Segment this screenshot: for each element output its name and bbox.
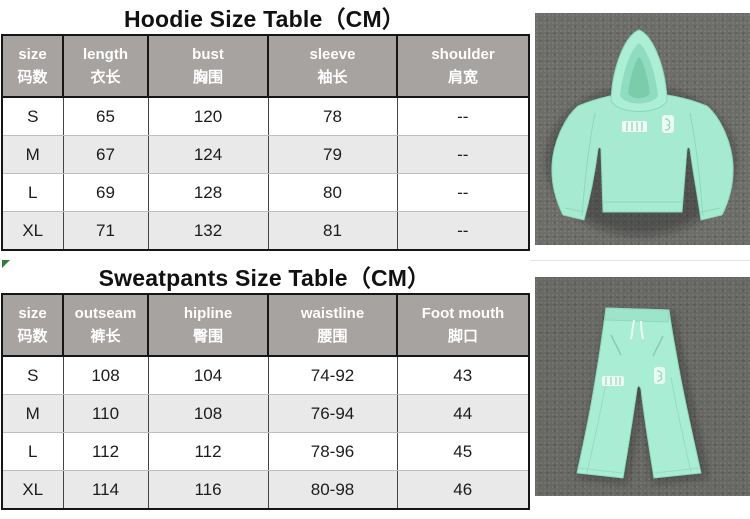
product-photos-panel (530, 0, 750, 519)
hoodie-photo (535, 13, 750, 245)
table-row: L 112 112 78-96 45 (1, 432, 530, 471)
sweatpants-header-row: size 码数 outseam 裤长 hipline 臀围 waistline 腰围 F… (1, 293, 530, 357)
sweatpants-waistline-cell: 76-94 (267, 394, 398, 433)
tables-panel: Hoodie Size Table（CM） size 码数 length 衣长 bu… (0, 0, 530, 510)
sweatpants-waistline-cell: 74-92 (267, 355, 398, 395)
table-row: M 110 108 76-94 44 (1, 394, 530, 433)
hoodie-bust-cell: 124 (147, 135, 269, 174)
hoodie-bust-cell: 120 (147, 96, 269, 136)
sweatpants-header-waistline: waistline 腰围 (267, 293, 398, 357)
hoodie-header-size: size 码数 (1, 34, 64, 98)
sweatpants-hipline-cell: 112 (147, 432, 269, 471)
hoodie-sleeve-cell: 78 (267, 96, 398, 136)
hoodie-table-title: Hoodie Size Table（CM） (0, 0, 529, 34)
chest-emblem-patch (662, 115, 674, 133)
sweatpants-size-table: size 码数 outseam 裤长 hipline 臀围 waistline 腰围 F… (1, 293, 530, 510)
sweatpants-size-cell: M (1, 394, 64, 433)
hoodie-table-title-text: Hoodie Size Table（CM） (123, 6, 406, 32)
table-row: XL 114 116 80-98 46 (1, 470, 530, 510)
hoodie-sleeve-cell: 81 (267, 211, 398, 251)
hoodie-shoulder-cell: -- (396, 96, 530, 136)
sweatpants-footmouth-cell: 46 (396, 470, 530, 510)
hoodie-shoulder-cell: -- (396, 173, 530, 212)
hoodie-length-cell: 65 (62, 96, 149, 136)
hoodie-bust-cell: 128 (147, 173, 269, 212)
sweatpants-footmouth-cell: 43 (396, 355, 530, 395)
hoodie-header-length: length 衣长 (62, 34, 149, 98)
table-row: XL 71 132 81 -- (1, 211, 530, 251)
hip-emblem-patch (654, 367, 665, 384)
sweatpants-footmouth-cell: 44 (396, 394, 530, 433)
hoodie-length-cell: 67 (62, 135, 149, 174)
hoodie-sleeve-cell: 79 (267, 135, 398, 174)
hoodie-size-cell: L (1, 173, 64, 212)
hoodie-size-table: size 码数 length 衣长 bust 胸围 sleeve 袖长 shoulder… (1, 34, 530, 251)
drawstring (630, 319, 644, 340)
table-row: M 67 124 79 -- (1, 135, 530, 174)
sweatpants-hipline-cell: 116 (147, 470, 269, 510)
sweatpants-hipline-cell: 108 (147, 394, 269, 433)
hoodie-header-shoulder: shoulder 肩宽 (396, 34, 530, 98)
sweatpants-outseam-cell: 112 (62, 432, 149, 471)
sweatpants-table-title-text: Sweatpants Size Table（CM） (98, 265, 431, 291)
sweatpants-header-footmouth: Foot mouth 脚口 (396, 293, 530, 357)
sweatpants-outseam-cell: 108 (62, 355, 149, 395)
hoodie-bust-cell: 132 (147, 211, 269, 251)
hoodie-size-cell: S (1, 96, 64, 136)
sweatpants-outseam-cell: 114 (62, 470, 149, 510)
hoodie-shoulder-cell: -- (396, 211, 530, 251)
sweatpants-header-hipline: hipline 臀围 (147, 293, 269, 357)
photo-divider (530, 260, 750, 261)
sweatpants-photo (535, 277, 750, 496)
hoodie-header-sleeve: sleeve 袖长 (267, 34, 398, 98)
sweatpants-hipline-cell: 104 (147, 355, 269, 395)
hoodie-size-cell: M (1, 135, 64, 174)
sweatpants-size-cell: S (1, 355, 64, 395)
sweatpants-footmouth-cell: 45 (396, 432, 530, 471)
sweatpants-waistline-cell: 80-98 (267, 470, 398, 510)
hoodie-length-cell: 71 (62, 211, 149, 251)
hoodie-sleeve-cell: 80 (267, 173, 398, 212)
sweatpants-table-title: Sweatpants Size Table（CM） (0, 259, 529, 293)
sweatpants-header-outseam: outseam 裤长 (62, 293, 149, 357)
sweatpants-outseam-cell: 110 (62, 394, 149, 433)
hoodie-header-bust: bust 胸围 (147, 34, 269, 98)
chest-logo-patch (622, 121, 647, 132)
hoodie-size-cell: XL (1, 211, 64, 251)
hoodie-illustration (547, 29, 735, 235)
table-row: S 65 120 78 -- (1, 96, 530, 136)
sweatpants-size-cell: XL (1, 470, 64, 510)
thigh-logo-patch (602, 376, 624, 386)
table-row: L 69 128 80 -- (1, 173, 530, 212)
sweatpants-size-cell: L (1, 432, 64, 471)
sweatpants-waistline-cell: 78-96 (267, 432, 398, 471)
sweatpants-header-size: size 码数 (1, 293, 64, 357)
sweatpants-illustration (576, 307, 707, 483)
hoodie-shoulder-cell: -- (396, 135, 530, 174)
hoodie-header-row: size 码数 length 衣长 bust 胸围 sleeve 袖长 shoulder… (1, 34, 530, 98)
hoodie-length-cell: 69 (62, 173, 149, 212)
cell-comment-marker-icon (2, 260, 10, 268)
table-row: S 108 104 74-92 43 (1, 355, 530, 395)
